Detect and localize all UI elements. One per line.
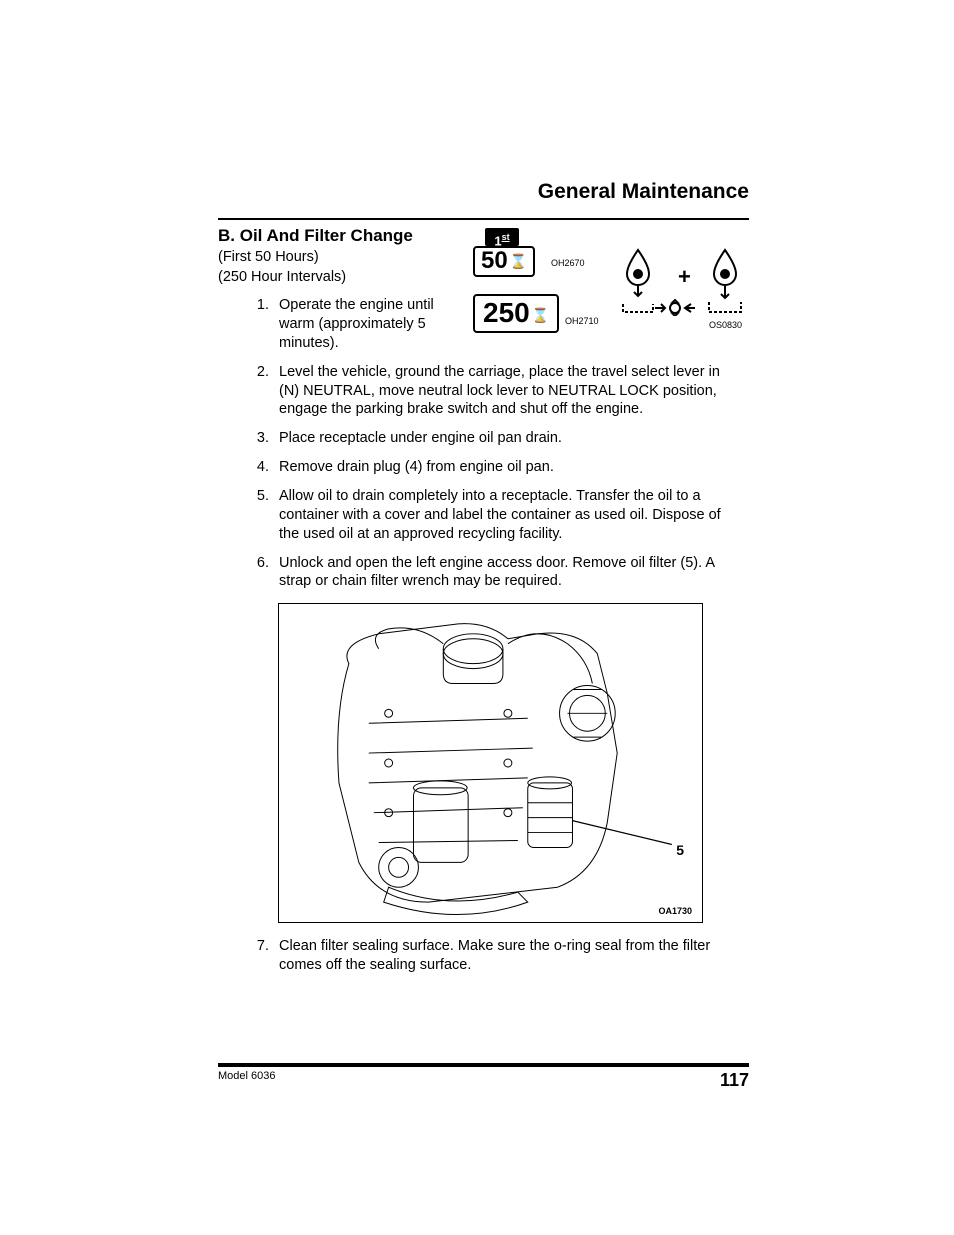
step-1: Operate the engine until warm (approxima… [273,296,453,353]
page-header: General Maintenance [218,180,749,204]
step-3: Place receptacle under engine oil pan dr… [273,429,733,448]
figure-code: OA1730 [658,906,692,916]
first-badge: 1st [485,228,519,246]
code-oh2710: OH2710 [565,316,599,326]
figure-callout-5: 5 [676,842,684,858]
procedure-list: Operate the engine until warm (approxima… [218,296,749,591]
hourglass-icon: ⌛ [532,307,549,323]
plus-icon: + [678,264,691,290]
section-heading-block: B. Oil And Filter Change (First 50 Hours… [218,226,458,286]
code-os0830: OS0830 [709,320,742,330]
subtitle-2: (250 Hour Intervals) [218,268,458,286]
section-title: B. Oil And Filter Change [218,226,458,246]
first-badge-suffix: st [502,232,510,242]
header-rule [218,218,749,220]
footer-model: Model 6036 [218,1070,276,1082]
hour-50-value: 50 [481,247,508,274]
subtitle-1: (First 50 Hours) [218,248,458,266]
step-7: Clean filter sealing surface. Make sure … [273,937,733,975]
code-oh2670: OH2670 [551,258,585,268]
engine-figure: 5 OA1730 [278,603,703,923]
content-area: B. Oil And Filter Change (First 50 Hours… [218,226,749,975]
footer-page-number: 117 [720,1070,749,1091]
step-2: Level the vehicle, ground the carriage, … [273,363,733,420]
oil-filter-pictogram: + [613,246,763,316]
page-footer: Model 6036 117 [218,1070,749,1091]
hourglass-icon: ⌛ [510,253,527,269]
step-5: Allow oil to drain completely into a rec… [273,487,733,544]
section-letter: B. [218,226,235,245]
hour-box-250: 250⌛ [473,294,559,333]
step-4: Remove drain plug (4) from engine oil pa… [273,458,733,477]
procedure-list-cont: Clean filter sealing surface. Make sure … [218,937,749,975]
section-name: Oil And Filter Change [240,226,413,245]
hour-250-value: 250 [483,297,530,328]
footer-rule [218,1063,749,1067]
engine-illustration [279,604,702,922]
step-6: Unlock and open the left engine access d… [273,554,733,592]
hour-box-50: 50⌛ [473,246,535,277]
